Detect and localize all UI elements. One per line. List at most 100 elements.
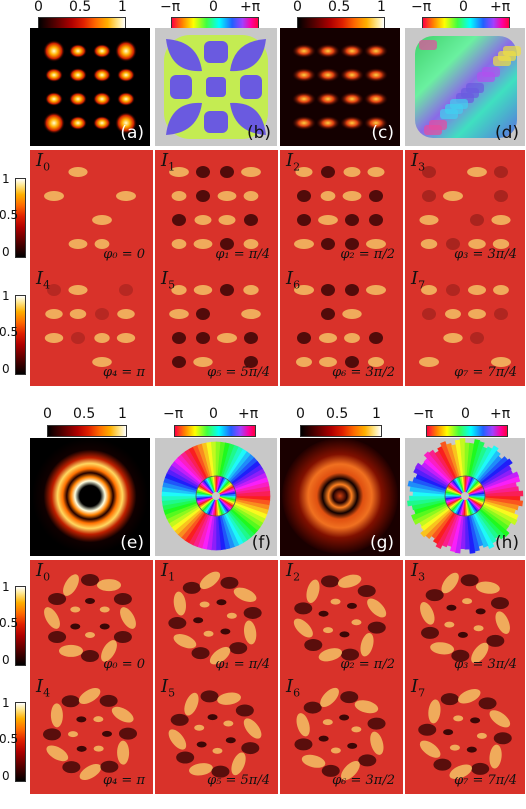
panel-d-phase: (d) (405, 28, 525, 146)
tile-intensity-symbol: I (286, 560, 294, 581)
tile-intensity-label: I5 (161, 268, 175, 292)
tile-intensity-index: 5 (168, 278, 176, 292)
tile-intensity-label: I1 (161, 560, 175, 584)
tile-phase-label: φ₀ = 0 (103, 247, 145, 262)
tile-phase-label: φ₆ = 3π/2 (332, 365, 395, 380)
vertical-intensity-colorbar (15, 586, 26, 666)
cbar-max: +π (240, 0, 261, 15)
tile-intensity-index: 0 (43, 570, 51, 584)
interferogram-tile: I5 φ₅ = 5π/4 (155, 676, 278, 794)
cbar-min: −π (160, 0, 181, 15)
tile-intensity-index: 2 (293, 160, 301, 174)
vtick-top: 1 (2, 172, 10, 186)
vtick-bottom: 0 (2, 245, 10, 259)
tile-intensity-index: 6 (293, 686, 301, 700)
cbar-max: 1 (118, 0, 127, 15)
tile-intensity-symbol: I (36, 560, 44, 581)
tile-intensity-label: I6 (286, 268, 300, 292)
tile-intensity-label: I3 (411, 150, 425, 174)
tile-phase-label: φ₁ = π/4 (215, 657, 270, 672)
tile-intensity-symbol: I (411, 676, 419, 697)
interferogram-tile: I3 φ₃ = 3π/4 (405, 560, 525, 678)
vertical-intensity-colorbar (15, 295, 26, 375)
interferogram-image (294, 166, 386, 250)
tile-intensity-index: 7 (418, 278, 426, 292)
interferogram-tile: I1 φ₁ = π/4 (155, 560, 278, 678)
tile-intensity-label: I3 (411, 560, 425, 584)
tile-intensity-index: 3 (418, 570, 426, 584)
hg-mode-experimental-phase-image (415, 36, 521, 138)
vtick-top: 1 (2, 580, 10, 594)
vtick-mid: 0.5 (0, 732, 19, 746)
tile-phase-label: φ₅ = 5π/4 (207, 773, 270, 788)
panel-label-a: (a) (120, 123, 144, 143)
tile-phase-label: φ₃ = 3π/4 (454, 247, 517, 262)
tile-intensity-label: I0 (36, 560, 50, 584)
lg-mode-experimental-intensity-image (282, 438, 398, 554)
interferogram-tile: I4 φ₄ = π (30, 268, 153, 386)
vertical-intensity-colorbar (15, 178, 26, 258)
interferogram-image (420, 572, 510, 664)
vtick-bottom: 0 (2, 653, 10, 667)
panel-label-c: (c) (371, 123, 394, 143)
tile-phase-label: φ₁ = π/4 (215, 247, 270, 262)
tile-intensity-label: I0 (36, 150, 50, 174)
tile-intensity-label: I6 (286, 676, 300, 700)
interferogram-tile: I7 φ₇ = 7π/4 (405, 676, 525, 794)
tile-intensity-label: I5 (161, 676, 175, 700)
tile-intensity-symbol: I (161, 150, 169, 171)
panel-f-phase: (f) (155, 438, 277, 556)
cbar-mid: 0.5 (73, 406, 96, 422)
tile-intensity-symbol: I (286, 268, 294, 289)
vtick-top: 1 (2, 696, 10, 710)
cbar-mid: 0.5 (326, 406, 349, 422)
cbar-min: −π (411, 0, 432, 15)
interferogram-tile: I4 φ₄ = π (30, 676, 153, 794)
vtick-bottom: 0 (2, 769, 10, 783)
interferogram-tile: I0 φ₀ = 0 (30, 560, 153, 678)
cbar-max: +π (490, 406, 511, 422)
tile-intensity-symbol: I (161, 268, 169, 289)
tile-intensity-label: I2 (286, 150, 300, 174)
tile-intensity-label: I4 (36, 676, 50, 700)
panel-h-phase: (h) (405, 438, 525, 556)
cbar-mid: 0 (209, 0, 218, 15)
panel-b-phase: (b) (155, 28, 277, 146)
panel-label-d: (d) (494, 123, 519, 143)
cbar-mid: 0 (459, 0, 468, 15)
tile-intensity-symbol: I (36, 676, 44, 697)
tile-phase-label: φ₀ = 0 (103, 657, 145, 672)
tile-phase-label: φ₆ = 3π/2 (332, 773, 395, 788)
interferogram-tile: I2 φ₂ = π/2 (280, 150, 403, 268)
panel-label-f: (f) (251, 533, 271, 553)
vtick-top: 1 (2, 289, 10, 303)
cbar-min: 0 (293, 0, 302, 15)
tile-intensity-symbol: I (286, 676, 294, 697)
tile-intensity-symbol: I (36, 268, 44, 289)
lg-mode-experimental-phase-image (407, 438, 524, 554)
panel-label-h: (h) (494, 533, 519, 553)
tile-phase-label: φ₅ = 5π/4 (207, 365, 270, 380)
tile-intensity-index: 2 (293, 570, 301, 584)
interferogram-tile: I7 φ₇ = 7π/4 (405, 268, 525, 386)
cbar-mid: 0 (209, 406, 218, 422)
tile-intensity-label: I7 (411, 268, 425, 292)
hg-mode-intensity-image (43, 40, 137, 134)
tile-intensity-index: 4 (43, 686, 51, 700)
interferogram-tile: I3 φ₃ = 3π/4 (405, 150, 525, 268)
tile-phase-label: φ₃ = 3π/4 (454, 657, 517, 672)
cbar-min: −π (413, 406, 434, 422)
tile-intensity-index: 0 (43, 160, 51, 174)
cbar-min: 0 (43, 406, 52, 422)
tile-intensity-label: I7 (411, 676, 425, 700)
tile-intensity-index: 5 (168, 686, 176, 700)
interferogram-tile: I6 φ₆ = 3π/2 (280, 268, 403, 386)
tile-phase-label: φ₇ = 7π/4 (454, 773, 517, 788)
tile-intensity-symbol: I (411, 560, 419, 581)
interferogram-image (44, 574, 136, 662)
vtick-mid: 0.5 (0, 208, 19, 222)
interferogram-image (293, 574, 387, 662)
cbar-max: +π (490, 0, 511, 15)
tile-intensity-symbol: I (161, 676, 169, 697)
tile-intensity-index: 3 (418, 160, 426, 174)
